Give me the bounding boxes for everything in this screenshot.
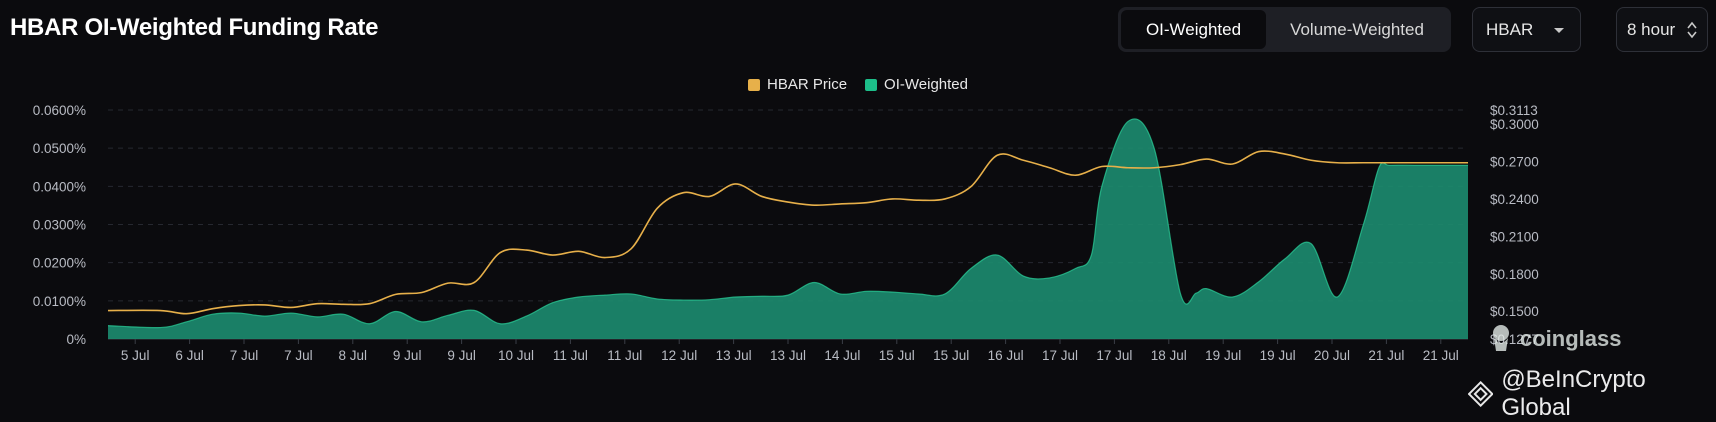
x-tick-label: 13 Jul — [716, 348, 752, 363]
y-right-tick-label: $0.3000 — [1490, 117, 1539, 132]
x-tick-label: 18 Jul — [1151, 348, 1187, 363]
legend-swatch-oi — [865, 78, 878, 91]
x-tick-label: 12 Jul — [661, 348, 697, 363]
y-left-tick-label: 0.0300% — [33, 218, 86, 233]
x-tick-label: 9 Jul — [447, 348, 476, 363]
weighting-toggle: OI-Weighted Volume-Weighted — [1118, 7, 1451, 52]
legend-label-price: HBAR Price — [767, 76, 848, 93]
x-tick-label: 7 Jul — [230, 348, 259, 363]
chevron-down-icon — [1554, 28, 1564, 33]
coinglass-watermark: coinglass — [1488, 324, 1621, 354]
beincrypto-watermark: @BeInCrypto Global — [1468, 366, 1716, 422]
x-tick-label: 21 Jul — [1368, 348, 1404, 363]
y-left-tick-label: 0.0400% — [33, 179, 86, 194]
x-tick-label: 11 Jul — [607, 348, 642, 363]
x-tick-label: 21 Jul — [1423, 348, 1459, 363]
x-tick-label: 15 Jul — [933, 348, 969, 363]
x-tick-label: 6 Jul — [175, 348, 204, 363]
oi-weighted-area — [108, 118, 1468, 340]
x-tick-label: 14 Jul — [824, 348, 860, 363]
y-right-tick-label: $0.3113 — [1490, 103, 1538, 118]
legend-label-oi: OI-Weighted — [884, 76, 968, 93]
chart-legend: HBAR Price OI-Weighted — [0, 76, 1716, 93]
hbar-price-line — [107, 150, 1468, 315]
updown-chevron-icon — [1687, 21, 1697, 39]
y-right-tick-label: $0.2700 — [1490, 155, 1539, 170]
tab-oi-weighted[interactable]: OI-Weighted — [1121, 10, 1266, 49]
y-left-tick-label: 0.0100% — [33, 294, 86, 309]
funding-rate-chart: 0% 0.0100% 0.0200% 0.0300% 0.0400% 0.0500% 0.0… — [33, 103, 1539, 363]
beincrypto-watermark-text: @BeInCrypto Global — [1501, 366, 1646, 421]
x-tick-label: 5 Jul — [121, 348, 150, 363]
oi-weighted-line — [107, 118, 1468, 329]
x-tick-label: 17 Jul — [1096, 348, 1132, 363]
coinglass-logo-icon — [1493, 325, 1509, 351]
x-tick-label: 13 Jul — [770, 348, 806, 363]
y-left-tick-label: 0.0500% — [33, 141, 86, 156]
interval-select-value: 8 hour — [1627, 19, 1676, 39]
coin-select-value: HBAR — [1486, 19, 1534, 39]
x-tick-label: 10 Jul — [498, 348, 534, 363]
legend-item-oi-weighted[interactable]: OI-Weighted — [865, 76, 968, 93]
y-right-tick-label: $0.1800 — [1490, 267, 1539, 282]
y-left-tick-label: 0% — [66, 332, 86, 347]
x-tick-label: 7 Jul — [284, 348, 313, 363]
x-tick-label: 16 Jul — [988, 348, 1024, 363]
y-right-tick-label: $0.2100 — [1490, 229, 1539, 244]
x-tick-label: 8 Jul — [339, 348, 368, 363]
page-title: HBAR OI-Weighted Funding Rate — [10, 14, 379, 41]
x-tick-label: 15 Jul — [879, 348, 915, 363]
x-tick-label: 17 Jul — [1042, 348, 1078, 363]
x-tick-label: 20 Jul — [1314, 348, 1350, 363]
x-tick-label: 11 Jul — [553, 348, 588, 363]
x-tick-label: 19 Jul — [1260, 348, 1296, 363]
legend-swatch-price — [748, 78, 761, 91]
y-right-tick-label: $0.1500 — [1490, 304, 1539, 319]
y-left-tick-label: 0.0600% — [33, 103, 86, 118]
tab-volume-weighted[interactable]: Volume-Weighted — [1290, 19, 1424, 39]
coinglass-watermark-text: coinglass — [1520, 326, 1622, 351]
x-tick-label: 9 Jul — [393, 348, 422, 363]
x-tick-label: 19 Jul — [1205, 348, 1241, 363]
legend-item-hbar-price[interactable]: HBAR Price — [748, 76, 847, 93]
beincrypto-logo-icon — [1468, 381, 1494, 407]
y-right-tick-label: $0.2400 — [1490, 192, 1539, 207]
coin-select[interactable]: HBAR — [1472, 7, 1581, 52]
interval-select[interactable]: 8 hour — [1616, 7, 1708, 52]
y-left-tick-label: 0.0200% — [33, 256, 86, 271]
